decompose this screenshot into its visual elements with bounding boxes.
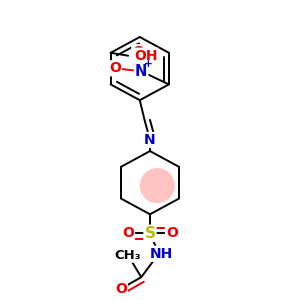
- Text: N: N: [144, 133, 156, 147]
- Text: CH₃: CH₃: [115, 249, 141, 262]
- Text: N: N: [135, 64, 147, 79]
- Text: O: O: [132, 45, 144, 59]
- Text: OH: OH: [134, 49, 158, 63]
- Text: O: O: [122, 226, 134, 240]
- Text: +: +: [144, 59, 153, 69]
- Text: NH: NH: [150, 247, 173, 261]
- Text: O: O: [115, 282, 127, 296]
- Circle shape: [140, 168, 175, 203]
- Text: O: O: [109, 61, 121, 75]
- Text: S: S: [145, 226, 155, 241]
- Text: O: O: [166, 226, 178, 240]
